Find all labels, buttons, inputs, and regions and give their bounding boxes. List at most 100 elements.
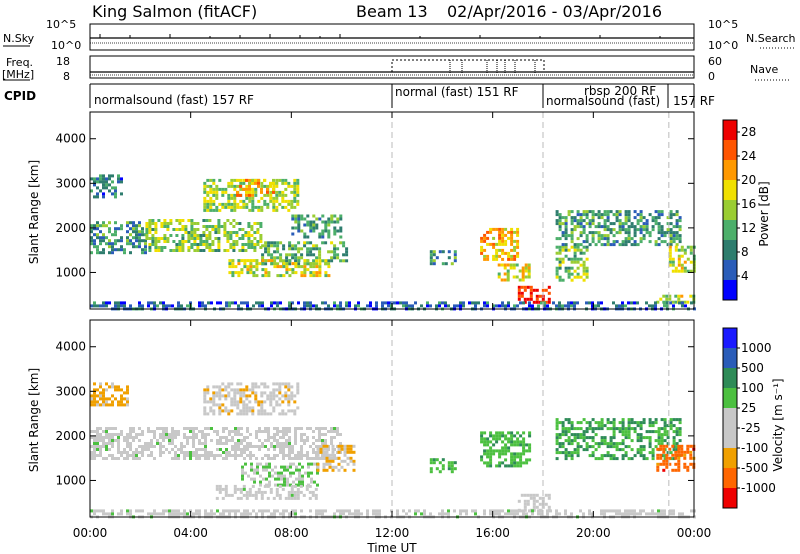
nave-tick-bottom: 0 (708, 70, 715, 83)
power-echo-region (228, 259, 331, 278)
power-colorbar-tick: 8 (741, 245, 749, 259)
cpid-segment-2: normal (fast) 151 RF (395, 85, 519, 99)
velocity-colorbar-tick: 500 (741, 361, 764, 375)
power-colorbar-segment (723, 160, 737, 181)
power-echo-region (555, 245, 589, 282)
power-ytick-label: 4000 (55, 132, 86, 146)
velocity-colorbar-segment (723, 348, 737, 369)
power-echo-region (656, 294, 696, 304)
power-colorbar-segment (723, 140, 737, 161)
velocity-echo-region (429, 458, 457, 474)
velocity-colorbar-tick: -500 (741, 461, 768, 475)
cpid-segment-1: normalsound (fast) 157 RF (94, 93, 254, 107)
power-colorbar-tick: 12 (741, 221, 756, 235)
nsearch-label: N.Search (746, 32, 796, 45)
velocity-colorbar-tick: -25 (741, 421, 761, 435)
power-echo-region (90, 221, 147, 255)
freq-unit: [MHz] (2, 68, 34, 81)
power-echo-region (668, 245, 696, 273)
power-colorbar-segment (723, 120, 737, 141)
freq-strip: Freq. [MHz] 18 8 60 0 Nave (2, 55, 790, 83)
cpid-segment-4: normalsound (fast) (546, 94, 660, 108)
velocity-colorbar-tick: -100 (741, 441, 768, 455)
velocity-echo-region (215, 484, 318, 500)
velocity-echo-region (241, 462, 319, 487)
power-echo-region (429, 250, 457, 266)
velocity-echo-region (480, 431, 532, 468)
power-echo-region (497, 263, 531, 282)
nsearch-tick-top: 10^5 (708, 18, 738, 31)
velocity-colorbar-segment (723, 468, 737, 489)
freq-tick-top: 18 (56, 55, 70, 68)
date-range: 02/Apr/2016 - 03/Apr/2016 (447, 2, 662, 21)
velocity-colorbar-segment (723, 428, 737, 449)
nsky-tick-bottom: 10^0 (51, 39, 81, 52)
power-colorbar-segment (723, 180, 737, 201)
power-echo-region (145, 219, 263, 252)
velocity-echo-region (203, 382, 300, 416)
power-ytick-label: 1000 (55, 265, 86, 279)
power-echo-region (555, 210, 682, 247)
power-echo-region (90, 174, 123, 199)
x-tick-label: 20:00 (576, 526, 611, 540)
velocity-colorbar-tick: 100 (741, 381, 764, 395)
beam-label: Beam 13 (356, 2, 428, 21)
velocity-colorbar-tick: -1000 (741, 481, 776, 495)
velocity-ytick-label: 2000 (55, 429, 86, 443)
power-colorbar-label: Power [dB] (757, 181, 771, 246)
power-colorbar-tick: 20 (741, 173, 756, 187)
velocity-colorbar-segment (723, 408, 737, 429)
power-colorbar-tick: 4 (741, 269, 749, 283)
cpid-strip: CPID normalsound (fast) 157 RF normal (f… (4, 83, 715, 108)
velocity-colorbar-label: Velocity [m s⁻¹] (771, 378, 785, 471)
nave-tick-top: 60 (708, 55, 722, 68)
power-panel: 1000 2000 3000 4000 Slant Range [km] 4 8 12 16… (27, 111, 771, 311)
velocity-colorbar-tick: 25 (741, 401, 756, 415)
power-colorbar-segment (723, 260, 737, 281)
power-colorbar-tick: 24 (741, 149, 756, 163)
x-axis-label: Time UT (366, 541, 417, 554)
velocity-echo-region (517, 493, 551, 512)
velocity-ytick-label: 3000 (55, 384, 86, 398)
nave-label: Nave (750, 63, 778, 76)
power-echo-region (236, 178, 275, 197)
power-ytick-label: 3000 (55, 176, 86, 190)
nsky-spikes (99, 34, 661, 38)
nsky-tick-top: 10^5 (46, 18, 76, 31)
velocity-colorbar-segment (723, 368, 737, 389)
velocity-ylabel: Slant Range [km] (27, 368, 41, 472)
power-echo-region (517, 285, 551, 304)
power-echo-region (480, 227, 520, 261)
power-colorbar-tick: 16 (741, 197, 756, 211)
power-ytick-label: 2000 (55, 221, 86, 235)
x-tick-label: 00:00 (73, 526, 108, 540)
x-tick-label: 12:00 (375, 526, 410, 540)
power-colorbar-tick: 28 (741, 125, 756, 139)
x-tick-label: 04:00 (173, 526, 208, 540)
power-colorbar-segment (723, 240, 737, 261)
power-colorbar-segment (723, 280, 737, 301)
velocity-echo-region (90, 427, 342, 460)
velocity-colorbar-frame (722, 327, 738, 509)
x-tick-label: 16:00 (475, 526, 510, 540)
nsearch-tick-bottom: 10^0 (708, 39, 738, 52)
velocity-ytick-label: 1000 (55, 473, 86, 487)
velocity-panel: 1000 2000 3000 4000 Slant Range [km] 1000 50… (27, 319, 785, 519)
velocity-echo-region (90, 382, 129, 407)
power-colorbar-frame (722, 119, 738, 301)
cpid-label: CPID (4, 89, 36, 103)
x-tick-label: 08:00 (274, 526, 309, 540)
freq-tick-bottom: 8 (63, 70, 70, 83)
x-tick-label: 00:00 (677, 526, 712, 540)
power-panel-frame (89, 111, 695, 310)
velocity-colorbar-segment (723, 328, 737, 349)
radar-title: King Salmon (fitACF) (92, 2, 257, 21)
velocity-ytick-label: 4000 (55, 340, 86, 354)
freq-label: Freq. (6, 56, 33, 69)
velocity-colorbar-segment (723, 448, 737, 469)
cpid-segment-5: 157 RF (673, 94, 715, 108)
nsky-label: N.Sky (3, 32, 35, 45)
power-colorbar-segment (723, 200, 737, 221)
cpid-segment-3: rbsp 200 RF (584, 84, 656, 98)
